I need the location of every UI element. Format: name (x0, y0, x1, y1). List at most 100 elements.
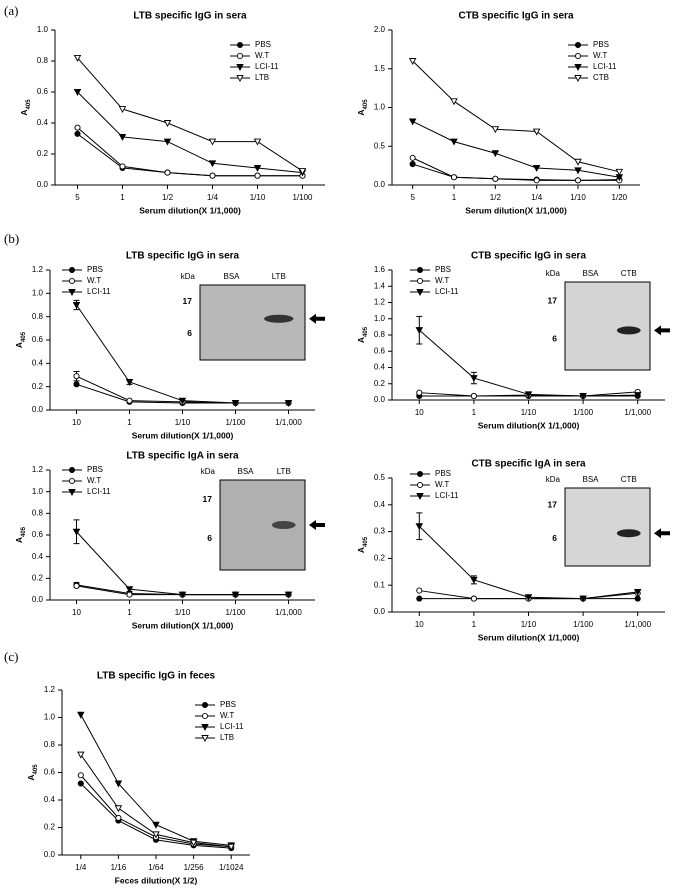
y-tick-label: 0.6 (32, 530, 44, 539)
point (236, 41, 244, 49)
point (227, 843, 235, 851)
point (450, 174, 458, 181)
point (115, 814, 122, 821)
blot-unit: kDa (546, 269, 561, 278)
blot-arrow (654, 325, 670, 336)
y-tick-label: 1.2 (44, 685, 56, 694)
point (178, 591, 187, 599)
y-tick-label: 1.2 (374, 298, 386, 307)
x-tick-label: 1 (472, 620, 477, 629)
blot-marker: 17 (183, 296, 193, 306)
x-axis-label: Serum dilution(X 1/1,000) (478, 632, 580, 642)
point (574, 41, 582, 49)
y-tick-label: 0.6 (44, 768, 56, 777)
legend-label: PBS (435, 265, 451, 274)
chart-title: LTB specific IgG in feces (97, 671, 216, 682)
y-tick-label: 1.5 (374, 64, 386, 73)
y-tick-label: 0.8 (32, 312, 44, 321)
y-axis-label-sub: 405 (363, 326, 369, 337)
blot-marker: 17 (548, 499, 558, 509)
point (253, 164, 262, 172)
x-tick-label: 1/1,000 (624, 620, 651, 629)
point (68, 289, 76, 296)
point (409, 154, 416, 161)
x-tick-label: 1/100 (225, 418, 246, 427)
y-tick-label: 0.4 (32, 358, 44, 367)
legend-label: PBS (220, 700, 236, 709)
point (125, 379, 134, 386)
legend-label: CTB (593, 73, 609, 82)
y-axis-label-main: A (26, 774, 36, 780)
blot-image (219, 479, 306, 571)
point (74, 124, 81, 131)
chart-panel: CTB specific IgG in sera 0.0 0.2 0.4 0.6 0.8 1… (356, 251, 670, 430)
y-tick-label: 0.2 (37, 149, 49, 158)
y-tick-label: 0.5 (374, 141, 386, 150)
point (118, 133, 127, 141)
point (114, 805, 123, 813)
x-tick-label: 10 (72, 418, 81, 427)
y-tick-label: 1.0 (32, 288, 44, 297)
blot-arrow (309, 520, 325, 530)
y-tick-label: 0.2 (32, 573, 44, 582)
point (408, 118, 417, 126)
legend-label: PBS (87, 265, 103, 274)
legend-label: LCI-11 (220, 722, 244, 731)
chart-title: LTB specific IgG in sera (133, 11, 247, 22)
x-tick-label: 1/10 (175, 608, 191, 617)
y-tick-label: 1.0 (374, 103, 386, 112)
legend-label: W.T (220, 711, 234, 720)
y-axis-label-main: A (14, 537, 24, 543)
point (77, 780, 84, 787)
x-tick-label: 10 (415, 620, 424, 629)
x-tick-label: 1 (127, 418, 132, 427)
x-tick-label: 1/10 (521, 620, 537, 629)
point (189, 839, 198, 847)
point (415, 523, 424, 531)
chart-panel: CTB specific IgA in sera 0.0 0.1 0.2 0.3 0.4 0… (356, 459, 670, 642)
x-tick-label: 5 (75, 193, 80, 202)
panel-label: (c) (4, 649, 18, 664)
point (231, 400, 240, 407)
y-tick-label: 1.6 (374, 265, 386, 274)
point (73, 54, 82, 62)
y-axis-label-main: A (19, 109, 29, 115)
y-tick-label: 2.0 (374, 25, 386, 34)
point (574, 177, 582, 184)
blot-image (564, 281, 651, 371)
point (470, 375, 478, 383)
y-tick-label: 0.4 (37, 118, 49, 127)
series-line (412, 121, 620, 178)
point (533, 177, 540, 184)
point (77, 711, 85, 719)
x-tick-label: 1/1,000 (275, 608, 302, 617)
point (579, 595, 587, 603)
point (416, 277, 424, 285)
y-tick-label: 0.2 (32, 382, 44, 391)
x-tick-label: 1/2 (162, 193, 174, 202)
legend-label: W.T (255, 51, 269, 60)
y-tick-label: 0.0 (374, 395, 386, 404)
blot-lane: LTB (272, 272, 286, 281)
x-tick-label: 1/1,000 (624, 408, 651, 417)
x-tick-label: 1/4 (531, 193, 543, 202)
y-tick-label: 0.5 (374, 473, 386, 482)
point (470, 392, 477, 399)
point (77, 751, 85, 759)
y-axis-label-sub: 405 (363, 536, 369, 547)
point (532, 164, 541, 172)
blot-arrow (654, 528, 670, 539)
point (73, 373, 80, 380)
point (201, 712, 209, 720)
x-tick-label: 1/1,000 (275, 418, 302, 427)
series-line (77, 57, 303, 172)
blot-marker: 6 (552, 333, 557, 343)
x-tick-label: 1 (120, 193, 125, 202)
point (152, 821, 160, 829)
y-tick-label: 0.0 (374, 180, 386, 189)
x-tick-label: 1/100 (573, 620, 594, 629)
point (152, 831, 160, 839)
point (633, 588, 642, 596)
chart-title: LTB specific IgA in sera (126, 451, 239, 462)
